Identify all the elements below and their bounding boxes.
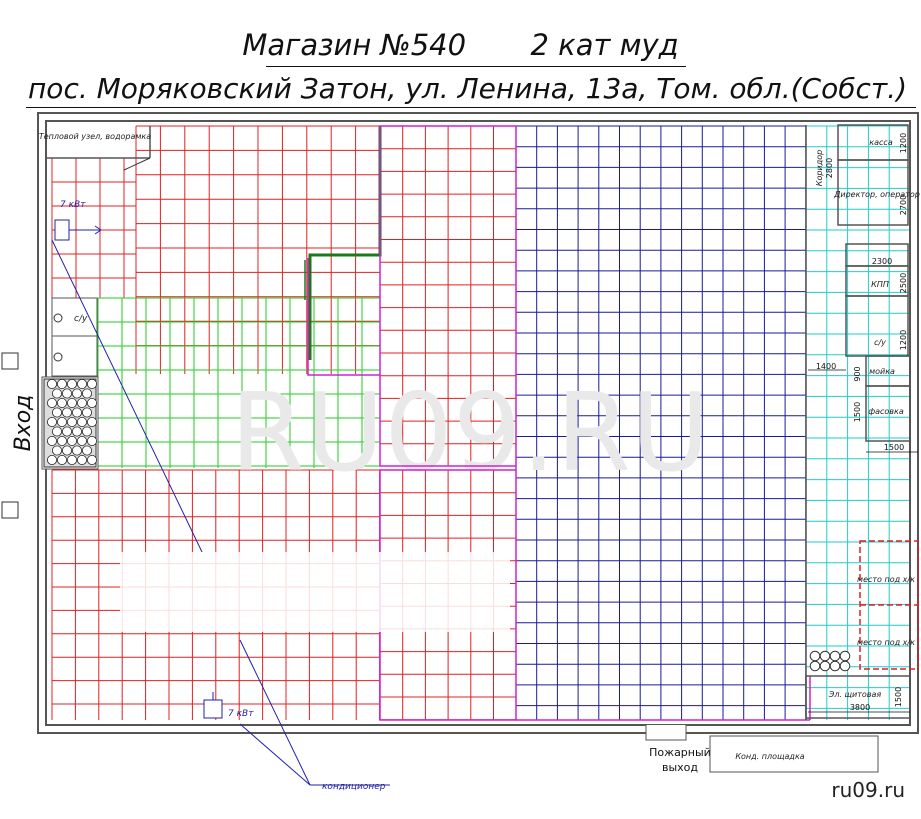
entrance-label: Вход bbox=[11, 395, 36, 452]
dim-1500-b: 1500 bbox=[884, 443, 904, 452]
sink-label: мойка bbox=[869, 367, 895, 376]
dim-900: 900 bbox=[853, 366, 862, 381]
fire-exit-line1: Пожарный bbox=[649, 746, 711, 759]
director-label: Директор, оператор bbox=[833, 190, 920, 199]
store-title-line: Магазин №540 2 кат муд bbox=[0, 28, 921, 62]
power-marker-top: 7 кВт bbox=[54, 200, 102, 241]
cold-place-1-label: место под х/к bbox=[857, 575, 915, 584]
switchboard-label: Эл. щитовая bbox=[828, 690, 882, 699]
dim-2500: 2500 bbox=[899, 273, 908, 293]
service-labels: касса Коридор Директор, оператор КПП с/у… bbox=[815, 138, 920, 699]
ac-platform-label: Конд. площадка bbox=[735, 752, 804, 761]
corridor-label: Коридор bbox=[815, 150, 824, 186]
partition-green bbox=[308, 126, 382, 360]
dim-3800: 3800 bbox=[850, 703, 870, 712]
cold-place-2-label: место под х/к bbox=[857, 638, 915, 647]
dim-1200-b: 1200 bbox=[899, 330, 908, 350]
svg-text:Тепловой узел, водорамка: Тепловой узел, водорамка bbox=[39, 132, 151, 141]
red-grid-top bbox=[135, 125, 381, 374]
ac-leader-lines bbox=[51, 239, 390, 786]
heat-unit-room: Тепловой узел, водорамка bbox=[39, 126, 151, 171]
fire-exit-line2: выход bbox=[662, 761, 698, 774]
ac-platform: Конд. площадка bbox=[709, 735, 879, 773]
power-top-label: 7 кВт bbox=[60, 200, 86, 210]
dim-1500-c: 1500 bbox=[894, 687, 903, 707]
green-grid-middle bbox=[97, 297, 380, 468]
power-bottom-label: 7 кВт bbox=[228, 709, 254, 719]
title-underline bbox=[266, 66, 686, 67]
address-underline bbox=[26, 107, 916, 108]
dim-2700: 2700 bbox=[899, 195, 908, 215]
entrance-mat bbox=[47, 378, 98, 465]
store-title: Магазин №540 bbox=[242, 28, 467, 62]
wc-right-label: с/у bbox=[874, 338, 886, 347]
ac-label: кондиционер bbox=[322, 782, 386, 792]
site-credit: ru09.ru bbox=[831, 778, 905, 802]
dimension-labels: 1200 2800 2700 2300 2500 1200 1400 900 1… bbox=[816, 133, 908, 712]
watermark: RU09.RU bbox=[230, 371, 710, 496]
service-block-walls bbox=[805, 124, 919, 720]
dim-2800: 2800 bbox=[825, 158, 834, 178]
dim-1500-a: 1500 bbox=[853, 402, 862, 422]
power-marker-bottom: 7 кВт bbox=[203, 692, 254, 719]
store-address: пос. Моряковский Затон, ул. Ленина, 13а,… bbox=[28, 72, 908, 105]
dim-1400: 1400 bbox=[816, 362, 836, 371]
window-marker-top bbox=[1, 352, 19, 370]
wc-left-label: с/у bbox=[74, 314, 88, 324]
heat-unit-label: Тепловой узел, водорамка bbox=[39, 132, 151, 141]
fire-exit: Пожарный выход bbox=[645, 725, 711, 774]
dim-2300: 2300 bbox=[872, 257, 892, 266]
gas-cylinders bbox=[809, 650, 851, 672]
store-category: 2 кат муд bbox=[530, 28, 679, 62]
window-marker-bottom bbox=[1, 501, 19, 519]
kpp-label: КПП bbox=[871, 280, 889, 289]
ac-label-mask bbox=[120, 552, 510, 632]
dimension-lines bbox=[808, 369, 918, 713]
dim-1200-a: 1200 bbox=[899, 133, 908, 153]
packing-label: фасовка bbox=[868, 407, 904, 416]
left-wc: с/у bbox=[51, 297, 98, 377]
cashier-label: касса bbox=[869, 138, 893, 147]
